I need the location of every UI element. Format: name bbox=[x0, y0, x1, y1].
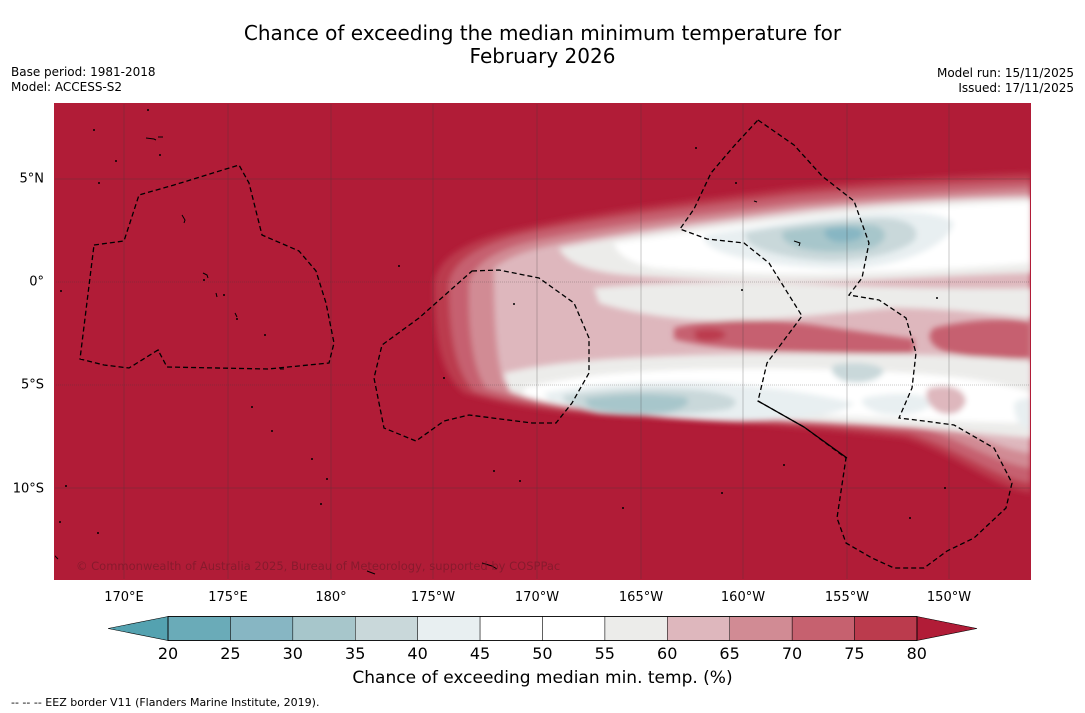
atoll-islands bbox=[54, 136, 801, 575]
lon-label-160w: 160°W bbox=[720, 590, 766, 605]
lon-label-170w: 170°W bbox=[514, 590, 560, 605]
south-cool-edge bbox=[1014, 397, 1031, 429]
colorbar-over-arrow bbox=[916, 616, 978, 641]
colorbar-bin-7 bbox=[604, 616, 668, 641]
eez-border-kiribati-gilbert bbox=[79, 164, 335, 370]
colorbar-bin-1 bbox=[230, 616, 294, 641]
colorbar-bin-0 bbox=[167, 616, 231, 641]
cbar-tick-65: 65 bbox=[719, 644, 740, 663]
east-warm-patch bbox=[929, 319, 1031, 360]
meta-left: Base period: 1981-2018 Model: ACCESS-S2 bbox=[11, 65, 156, 95]
lon-label-165w: 165°W bbox=[618, 590, 664, 605]
model-run-text: Model run: 15/11/2025 bbox=[936, 66, 1074, 80]
cbar-tick-50: 50 bbox=[532, 644, 553, 663]
base-period-text: Base period: 1981-2018 bbox=[11, 65, 156, 79]
south-cool-patch-east bbox=[831, 363, 884, 383]
lon-gridlines bbox=[123, 103, 950, 580]
colorbar-bin-3 bbox=[355, 616, 418, 641]
colorbar-bin-10 bbox=[791, 616, 855, 641]
lon-label-155w: 155°W bbox=[824, 590, 870, 605]
colorbar-bin-11 bbox=[854, 616, 918, 641]
colorbar-bins bbox=[167, 616, 918, 641]
south-cool-patch-far bbox=[862, 393, 934, 415]
cbar-tick-70: 70 bbox=[781, 644, 803, 663]
eez-footnote: -- -- -- EEZ border V11 (Flanders Marine… bbox=[11, 696, 320, 709]
cbar-tick-55: 55 bbox=[594, 644, 615, 663]
eez-border-line-islands bbox=[678, 119, 1013, 569]
colorbar-bin-9 bbox=[729, 616, 793, 641]
lon-label-180: 180° bbox=[315, 590, 347, 605]
copyright-text: © Commonwealth of Australia 2025, Bureau… bbox=[76, 559, 561, 573]
mid-warm-streak bbox=[674, 320, 914, 354]
island-dots bbox=[59, 109, 946, 534]
colorbar-under-arrow bbox=[108, 616, 169, 641]
colorbar-outline bbox=[167, 616, 918, 641]
lat-label-0: 0° bbox=[29, 274, 44, 290]
cbar-tick-40: 40 bbox=[407, 644, 428, 663]
title-line-1: Chance of exceeding the median minimum t… bbox=[243, 21, 842, 45]
cbar-tick-80: 80 bbox=[906, 644, 927, 663]
cbar-tick-20: 20 bbox=[157, 644, 179, 663]
issued-text: Issued: 17/11/2025 bbox=[958, 81, 1074, 95]
eez-border-solid-segment bbox=[757, 400, 848, 459]
lon-label-175e: 175°E bbox=[208, 590, 248, 605]
lon-label-175w: 175°W bbox=[410, 590, 456, 605]
lon-label-170e: 170°E bbox=[104, 590, 144, 605]
mid-neutral bbox=[594, 282, 1031, 321]
colorbar-bin-8 bbox=[667, 616, 730, 641]
lat-label-10s: 10°S bbox=[12, 481, 44, 497]
cbar-tick-35: 35 bbox=[345, 644, 366, 663]
model-text: Model: ACCESS-S2 bbox=[11, 80, 123, 94]
cbar-tick-30: 30 bbox=[282, 644, 303, 663]
lat-label-5s: 5°S bbox=[20, 377, 44, 393]
eez-borders bbox=[79, 119, 1013, 569]
map-title: Chance of exceeding the median minimum t… bbox=[0, 22, 1085, 68]
lon-label-150w: 150°W bbox=[926, 590, 972, 605]
colorbar-bin-4 bbox=[417, 616, 481, 641]
cbar-tick-75: 75 bbox=[844, 644, 865, 663]
colorbar bbox=[108, 616, 978, 641]
north-cool-25 bbox=[824, 226, 864, 243]
cbar-tick-60: 60 bbox=[657, 644, 678, 663]
cbar-tick-25: 25 bbox=[220, 644, 241, 663]
meta-right: Model run: 15/11/2025 Issued: 17/11/2025 bbox=[937, 66, 1074, 96]
mid-warm-dot bbox=[694, 328, 726, 342]
south-cool-30 bbox=[584, 394, 689, 414]
lat-gridlines bbox=[54, 178, 1031, 489]
eez-border-phoenix bbox=[373, 269, 590, 442]
cbar-tick-45: 45 bbox=[469, 644, 491, 663]
forecast-map bbox=[54, 103, 1031, 580]
colorbar-title: Chance of exceeding median min. temp. (%… bbox=[352, 668, 733, 688]
lat-label-5n: 5°N bbox=[19, 171, 45, 187]
map-frame bbox=[54, 103, 1031, 580]
south-warm-patch bbox=[926, 386, 966, 415]
title-line-2: February 2026 bbox=[469, 44, 616, 68]
colorbar-bin-6 bbox=[542, 616, 606, 641]
colorbar-bin-2 bbox=[292, 616, 356, 641]
colorbar-bin-5 bbox=[479, 616, 543, 641]
